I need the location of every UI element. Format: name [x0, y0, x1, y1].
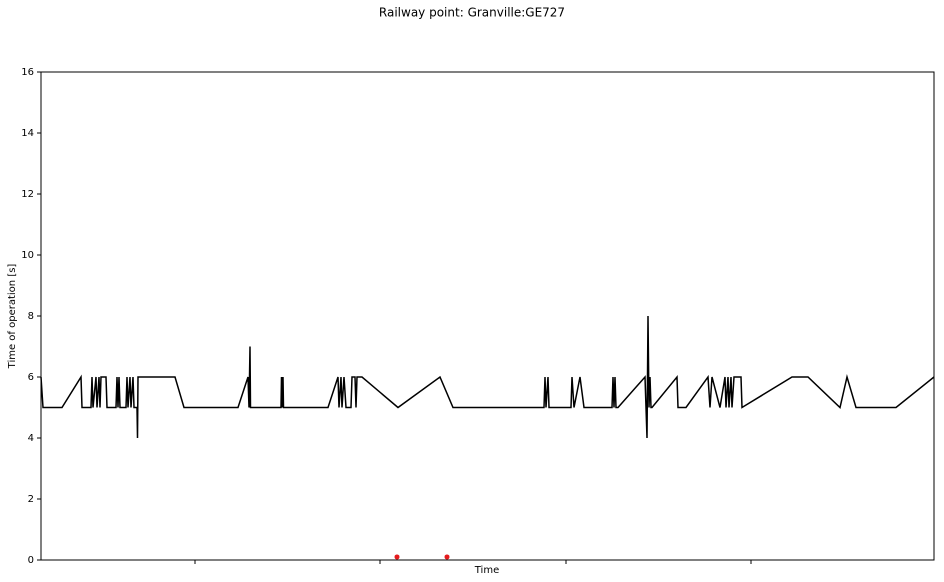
y-tick-label: 6 [28, 372, 34, 383]
y-tick-label: 16 [21, 67, 34, 78]
x-axis-label: Time [474, 565, 499, 576]
y-tick-label: 4 [28, 433, 34, 444]
y-tick-label: 8 [28, 311, 34, 322]
data-point [444, 554, 450, 560]
y-axis-label: Time of operation [s] [7, 264, 18, 370]
y-tick-label: 12 [21, 189, 34, 200]
data-point [394, 554, 400, 560]
y-tick-label: 10 [21, 250, 34, 261]
y-tick-label: 2 [28, 494, 34, 505]
plot-frame [40, 71, 935, 561]
y-tick-label: 14 [21, 128, 34, 139]
chart-title: Railway point: Granville:GE727 [379, 6, 565, 20]
y-tick-label: 0 [28, 555, 34, 566]
data-line [40, 315, 935, 439]
